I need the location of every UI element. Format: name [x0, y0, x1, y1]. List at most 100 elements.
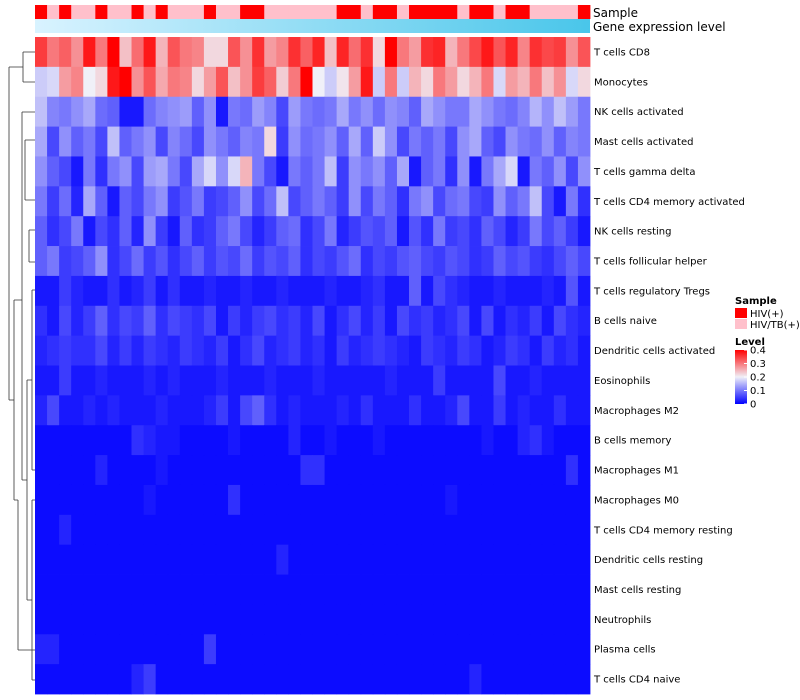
- row-label: NK cells resting: [594, 227, 671, 238]
- heatmap-cell: [179, 365, 193, 396]
- heatmap-cell: [324, 216, 338, 247]
- row-label: T cells CD8: [593, 47, 650, 58]
- heatmap-cell: [517, 37, 531, 68]
- heatmap-cell: [191, 365, 205, 396]
- heatmap-cell: [131, 66, 144, 98]
- heatmap-cell: [384, 604, 398, 635]
- heatmap-cell: [493, 156, 506, 187]
- heatmap-cell: [433, 275, 446, 307]
- heatmap-cell: [541, 186, 555, 217]
- heatmap-cell: [276, 96, 289, 127]
- heatmap-cell: [312, 156, 325, 187]
- heatmap-cell: [143, 425, 157, 456]
- heatmap-cell: [336, 484, 350, 516]
- heatmap-cell: [83, 544, 96, 575]
- heatmap-cell: [409, 664, 422, 695]
- heatmap-cell: [155, 664, 169, 695]
- legend-level-ticks: 0.4 0.3 0.2 0.1 0: [744, 346, 766, 411]
- heatmap-cell: [553, 574, 567, 605]
- heatmap-cell: [215, 37, 229, 68]
- heatmap-cell: [481, 455, 494, 486]
- heatmap-cell: [372, 186, 386, 217]
- heatmap-cell: [288, 246, 301, 277]
- heatmap-cell: [553, 514, 567, 546]
- heatmap-cell: [179, 455, 193, 486]
- heatmap-cell: [276, 126, 289, 157]
- heatmap-cell: [445, 246, 458, 277]
- heatmap-cell: [276, 365, 289, 396]
- sample-annotation-cell: [203, 5, 217, 19]
- heatmap-cell: [336, 246, 350, 277]
- heatmap-cell: [167, 395, 181, 426]
- heatmap-cell: [143, 365, 157, 396]
- heatmap-cell: [469, 514, 482, 546]
- heatmap-cell: [565, 484, 579, 516]
- heatmap-cell: [155, 544, 169, 575]
- heatmap-cell: [252, 126, 265, 157]
- heatmap-cell: [553, 305, 567, 337]
- heatmap-cell: [252, 484, 265, 516]
- heatmap-cell: [517, 395, 531, 426]
- heatmap-cell: [215, 66, 229, 98]
- sample-annotation-cell: [300, 5, 313, 19]
- heatmap-cell: [565, 335, 579, 366]
- heatmap-cell: [59, 574, 72, 605]
- heatmap-cell: [167, 574, 181, 605]
- heatmap-cell: [529, 365, 543, 396]
- heatmap-cell: [445, 514, 458, 546]
- heatmap-cell: [457, 425, 470, 456]
- heatmap-cell: [35, 246, 48, 277]
- heatmap-cell: [517, 455, 531, 486]
- heatmap-cell: [577, 544, 591, 575]
- heatmap-cell: [469, 186, 482, 217]
- heatmap-cell: [71, 634, 84, 665]
- heatmap-cell: [47, 604, 60, 635]
- heatmap-cell: [324, 156, 338, 187]
- heatmap-cell: [119, 425, 132, 456]
- heatmap-cell: [493, 544, 506, 575]
- heatmap-cell: [529, 484, 543, 516]
- heatmap-cell: [240, 365, 253, 396]
- heatmap-cell: [167, 634, 181, 665]
- heatmap-cell: [372, 365, 386, 396]
- heatmap-cell: [264, 275, 277, 307]
- heatmap-cell: [324, 246, 338, 277]
- heatmap-cell: [143, 335, 157, 366]
- heatmap-cell: [83, 246, 96, 277]
- heatmap-cell: [469, 305, 482, 337]
- heatmap-cell: [83, 484, 96, 516]
- heatmap-cell: [481, 66, 494, 98]
- heatmap-cell: [565, 37, 579, 68]
- heatmap-cell: [107, 484, 120, 516]
- heatmap-cell: [457, 275, 470, 307]
- heatmap-cell: [445, 96, 458, 127]
- heatmap-cell: [348, 216, 362, 247]
- heatmap-cell: [276, 156, 289, 187]
- heatmap-cell: [433, 216, 446, 247]
- heatmap-cell: [433, 96, 446, 127]
- heatmap-cell: [71, 574, 84, 605]
- heatmap-cell: [179, 574, 193, 605]
- heatmap-cell: [215, 634, 229, 665]
- heatmap-cell: [191, 574, 205, 605]
- heatmap-cell: [505, 425, 519, 456]
- heatmap-cell: [240, 96, 253, 127]
- heatmap-cell: [324, 37, 338, 68]
- heatmap-cell: [348, 305, 362, 337]
- heatmap-cell: [167, 126, 181, 157]
- heatmap-cell: [288, 156, 301, 187]
- sample-annotation-cell: [215, 5, 229, 19]
- legend-level-tick-label: 0.2: [750, 373, 766, 384]
- heatmap-cell: [47, 425, 60, 456]
- row-label: Macrophages M2: [594, 406, 679, 417]
- heatmap-cell: [457, 544, 470, 575]
- heatmap-cell: [469, 574, 482, 605]
- heatmap-cell: [119, 365, 132, 396]
- heatmap-cell: [336, 425, 350, 456]
- sample-annotation-cell: [565, 5, 579, 19]
- heatmap-cell: [107, 335, 120, 366]
- heatmap-cell: [95, 484, 108, 516]
- heatmap-cell: [95, 216, 108, 247]
- heatmap-cell: [203, 634, 217, 665]
